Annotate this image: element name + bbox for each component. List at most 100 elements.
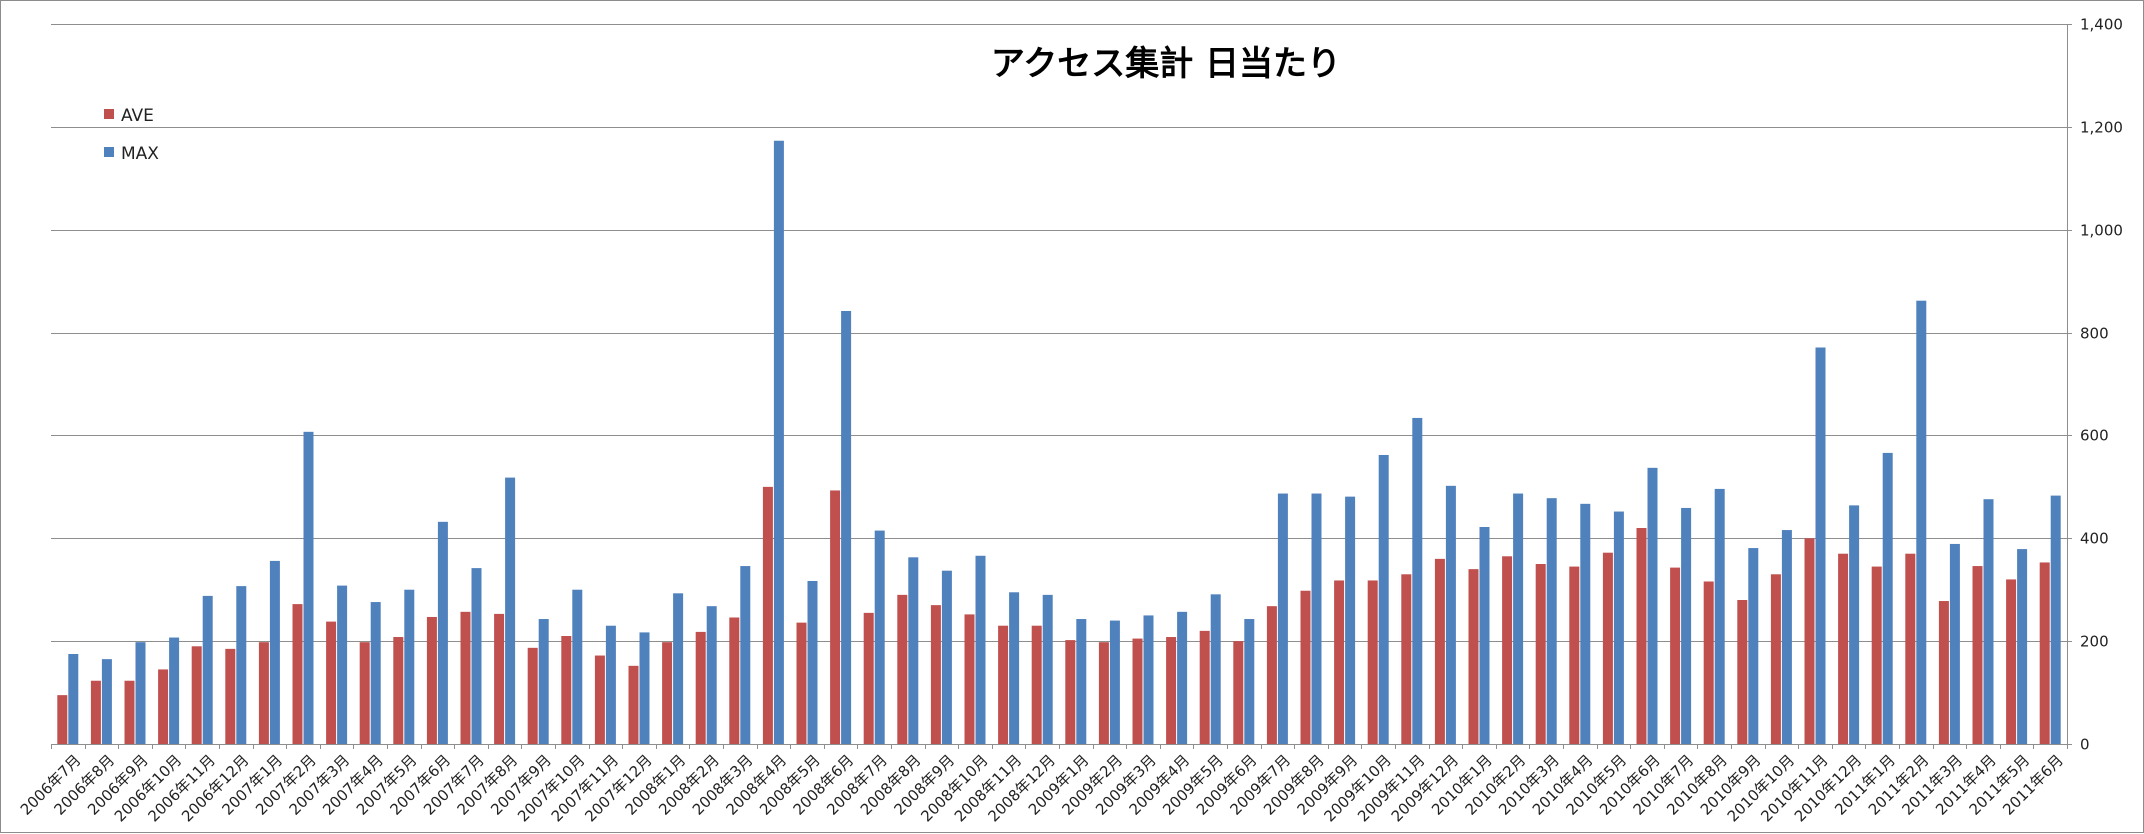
bar-ave xyxy=(1905,553,1916,744)
bar-max xyxy=(1882,452,1893,744)
bar-max xyxy=(1613,511,1624,744)
bar-max xyxy=(1916,300,1927,744)
bar-max xyxy=(1076,619,1087,744)
bar-max xyxy=(1513,493,1524,744)
bar-ave xyxy=(1804,538,1815,744)
bar-max xyxy=(1681,507,1692,744)
bar-ave xyxy=(1602,552,1613,744)
legend-item-ave: AVE xyxy=(104,106,154,126)
bar-ave xyxy=(729,617,740,744)
bar-max xyxy=(807,580,818,744)
bar-max xyxy=(639,632,650,744)
bar-max xyxy=(874,530,885,744)
bar-ave xyxy=(1098,642,1109,744)
bar-max xyxy=(706,606,717,744)
bar-max xyxy=(1210,594,1221,744)
bar-max xyxy=(673,593,684,744)
bar-max xyxy=(404,589,415,744)
y-tick-label: 200 xyxy=(2080,633,2109,651)
y-tick-label: 800 xyxy=(2080,325,2109,343)
bar-ave xyxy=(1938,601,1949,744)
bar-ave xyxy=(158,669,169,744)
legend-swatch-ave xyxy=(104,109,114,119)
bar-ave xyxy=(1468,569,1479,744)
bar-max xyxy=(1143,615,1154,744)
bar-ave xyxy=(1166,637,1177,744)
bar-ave xyxy=(359,642,370,744)
bar-ave xyxy=(1300,590,1311,744)
bar-max xyxy=(437,521,448,744)
chart-bars xyxy=(57,140,2061,745)
bar-max xyxy=(135,642,146,744)
bar-max xyxy=(1277,493,1288,744)
legend-swatch-max xyxy=(104,147,114,157)
bar-ave xyxy=(124,680,135,744)
bar-ave xyxy=(57,695,68,744)
gridlines xyxy=(51,24,2067,642)
bar-max xyxy=(1546,498,1557,744)
y-tick-label: 1,200 xyxy=(2080,119,2123,137)
legend-label-max: MAX xyxy=(121,144,159,164)
bar-ave xyxy=(1636,528,1647,744)
bar-ave xyxy=(628,665,639,744)
bar-max xyxy=(202,595,213,744)
bar-ave xyxy=(90,680,101,744)
bar-ave xyxy=(258,642,269,744)
bar-max xyxy=(1580,503,1591,744)
bar-ave xyxy=(695,631,706,744)
bar-ave xyxy=(225,648,236,744)
bar-max xyxy=(1412,417,1423,744)
bar-ave xyxy=(1434,558,1445,744)
bar-max xyxy=(1109,620,1120,744)
bar-ave xyxy=(1770,574,1781,744)
bar-max xyxy=(1479,526,1490,744)
bar-ave xyxy=(494,613,505,744)
bar-max xyxy=(1781,530,1792,744)
bar-max xyxy=(169,637,180,744)
bar-ave xyxy=(1838,553,1849,744)
bar-ave xyxy=(1233,641,1244,744)
bar-ave xyxy=(2006,579,2017,744)
bar-max xyxy=(2017,549,2028,744)
bar-max xyxy=(337,585,348,744)
y-tick-label: 0 xyxy=(2080,736,2090,754)
bar-max xyxy=(1949,543,1960,744)
bar-max xyxy=(941,570,952,744)
bar-ave xyxy=(830,490,841,744)
bar-ave xyxy=(1199,630,1210,744)
bar-max xyxy=(773,140,784,745)
bar-ave xyxy=(326,621,337,744)
legend-label-ave: AVE xyxy=(121,106,154,126)
bar-max xyxy=(1345,496,1356,744)
y-tick-label: 600 xyxy=(2080,427,2109,445)
bar-max xyxy=(1445,485,1456,744)
bar-ave xyxy=(191,646,202,744)
bar-max xyxy=(505,477,516,744)
y-tick-label: 400 xyxy=(2080,530,2109,548)
bar-ave xyxy=(662,642,673,744)
bar-ave xyxy=(998,625,1009,744)
bar-ave xyxy=(393,637,404,744)
bar-ave xyxy=(2039,562,2050,744)
bar-ave xyxy=(426,616,437,744)
bar-max xyxy=(975,555,986,744)
bar-ave xyxy=(1334,580,1345,744)
bar-ave xyxy=(1737,600,1748,744)
bar-max xyxy=(1009,592,1020,744)
bar-ave xyxy=(964,614,975,744)
bar-ave xyxy=(1266,606,1277,744)
bar-ave xyxy=(762,486,773,744)
bar-max xyxy=(908,557,919,744)
bar-max xyxy=(370,602,381,744)
bar-ave xyxy=(1132,638,1143,744)
y-tick-label: 1,000 xyxy=(2080,222,2123,240)
bar-max xyxy=(471,568,482,744)
bar-ave xyxy=(292,604,303,744)
bar-ave xyxy=(1367,580,1378,744)
bar-max xyxy=(1244,619,1255,744)
bar-ave xyxy=(1871,566,1882,744)
bar-max xyxy=(1815,347,1826,744)
chart-title: アクセス集計 日当たり xyxy=(991,44,1341,84)
bar-max xyxy=(605,625,616,744)
